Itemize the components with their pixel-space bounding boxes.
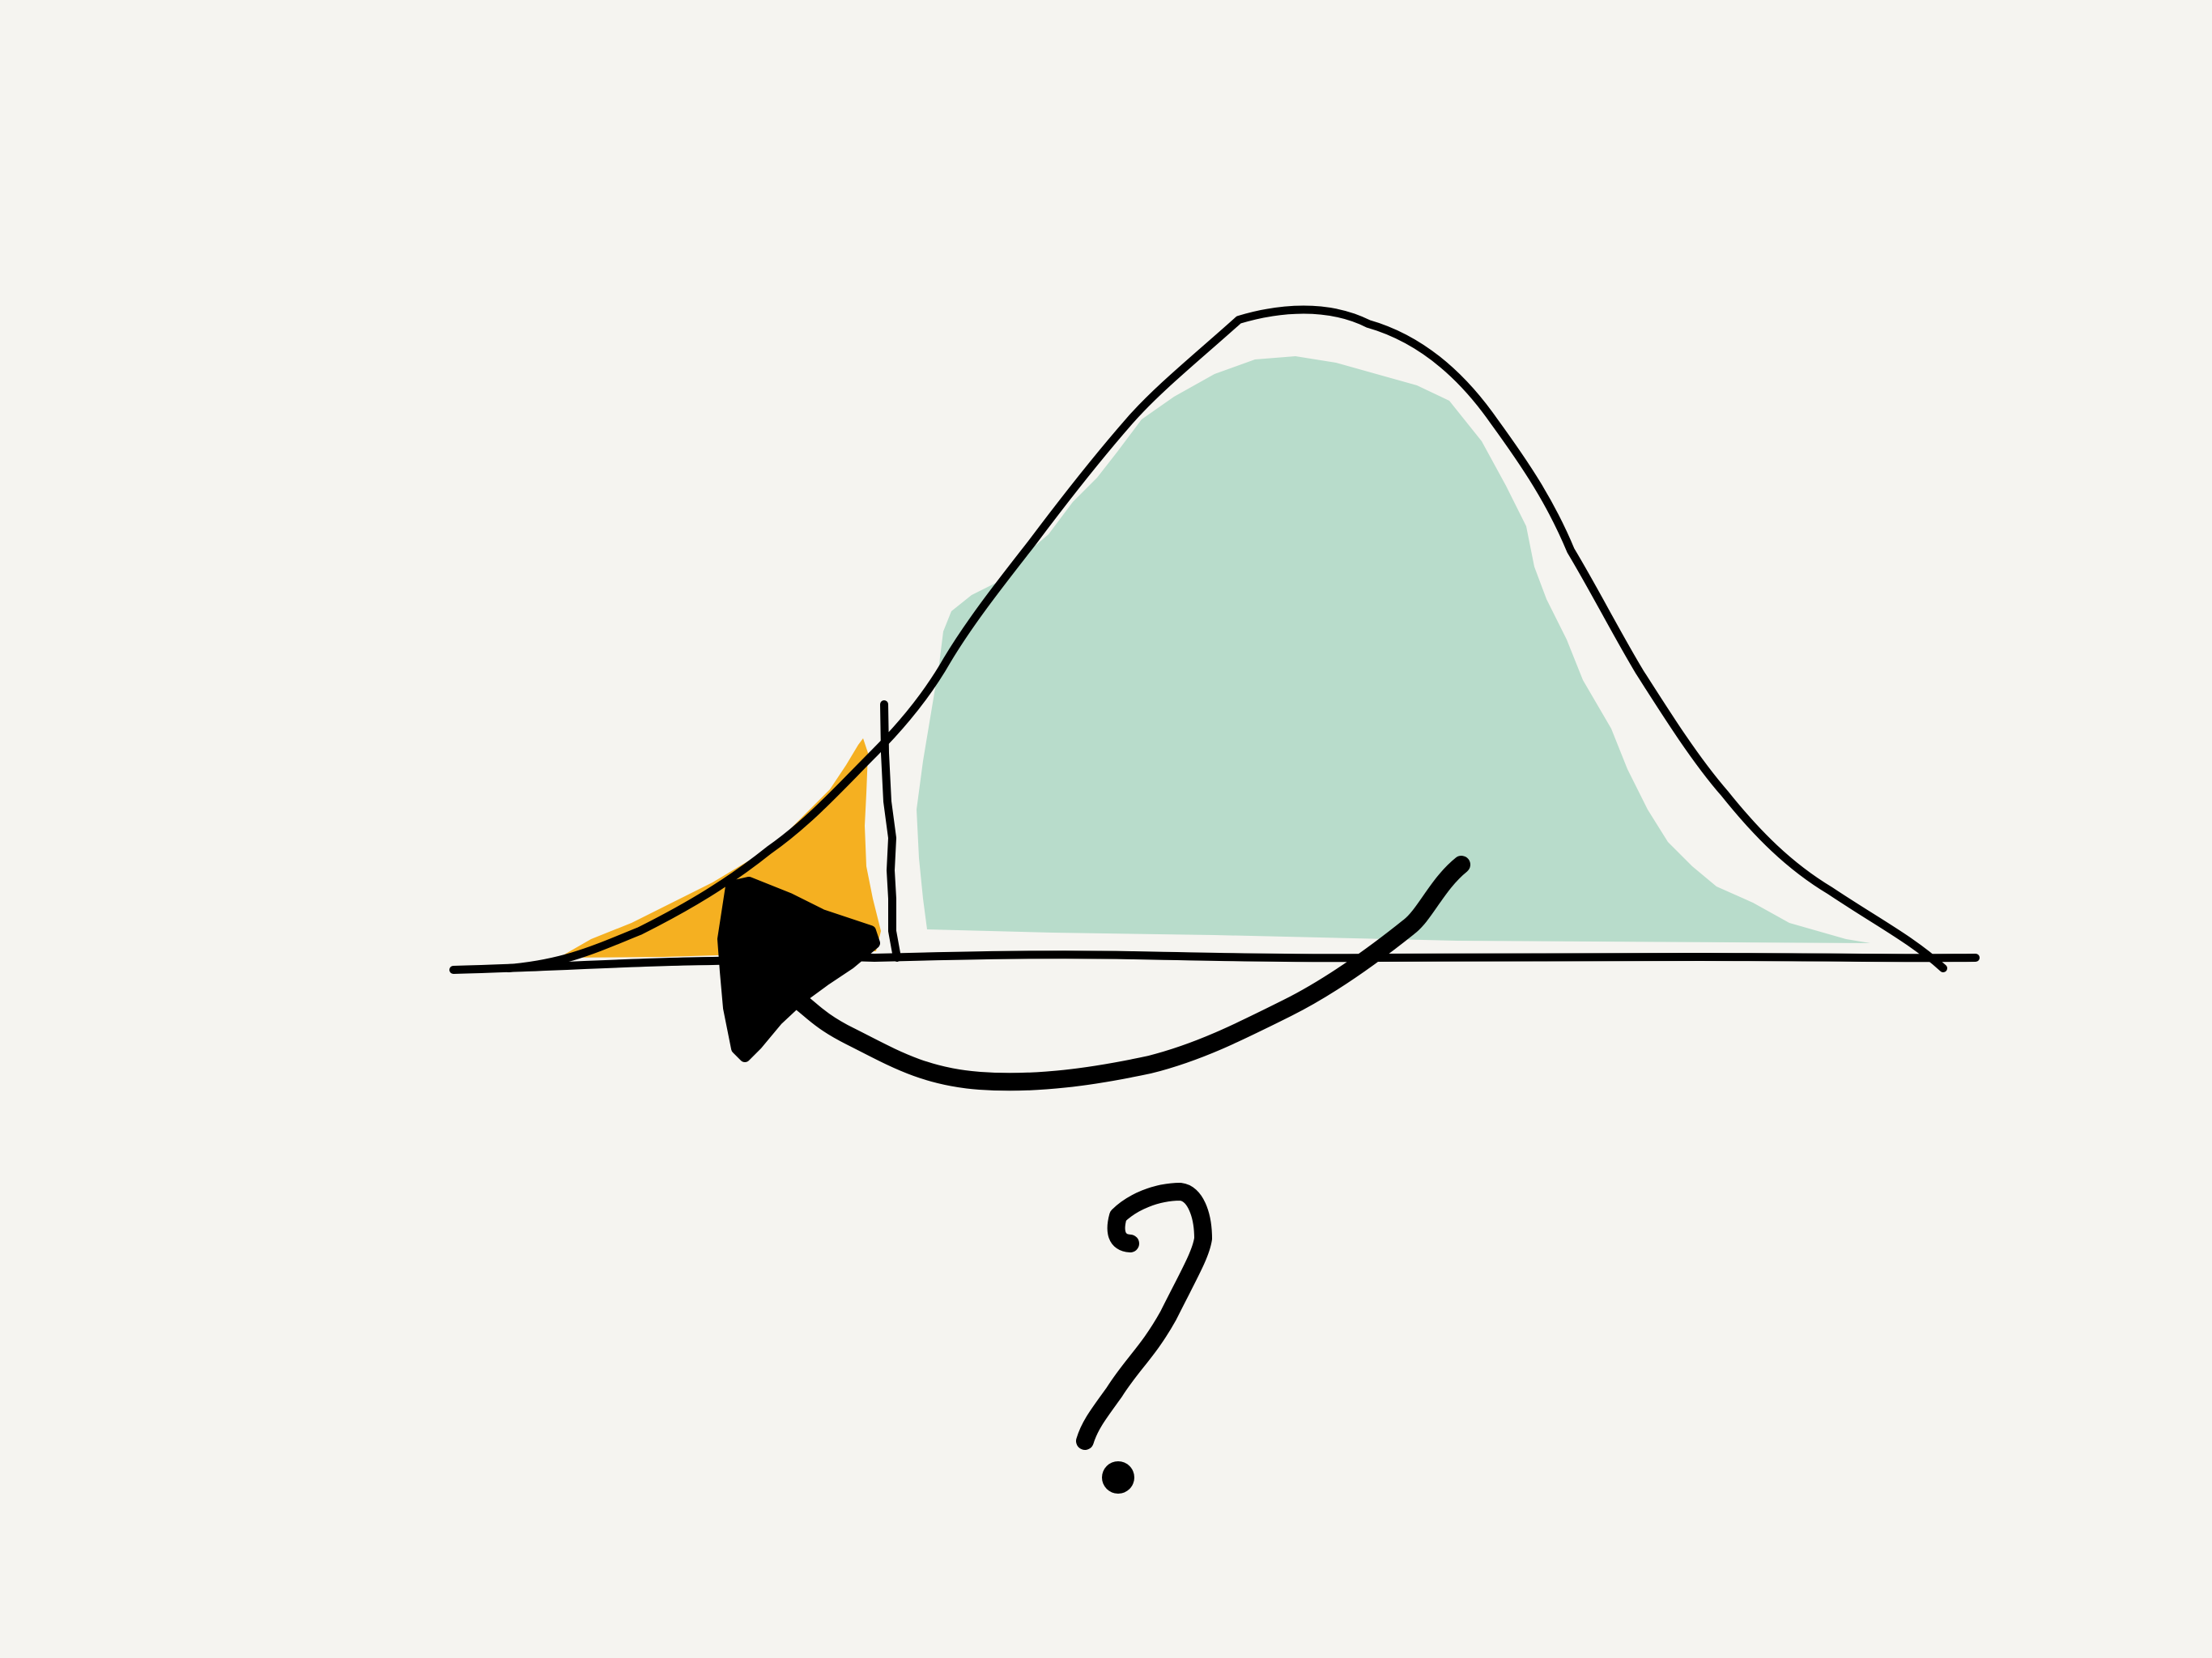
question-mark-icon: ? bbox=[1035, 1125, 1213, 1506]
baseline-axis bbox=[449, 950, 1980, 974]
curved-arrow bbox=[789, 856, 1470, 1091]
bell-curve bbox=[504, 305, 1947, 972]
question-mark-glyph bbox=[1076, 1183, 1212, 1494]
body-shaded-region bbox=[917, 356, 1870, 943]
cutoff-line bbox=[880, 700, 901, 962]
arrow-head-icon bbox=[717, 877, 880, 1062]
